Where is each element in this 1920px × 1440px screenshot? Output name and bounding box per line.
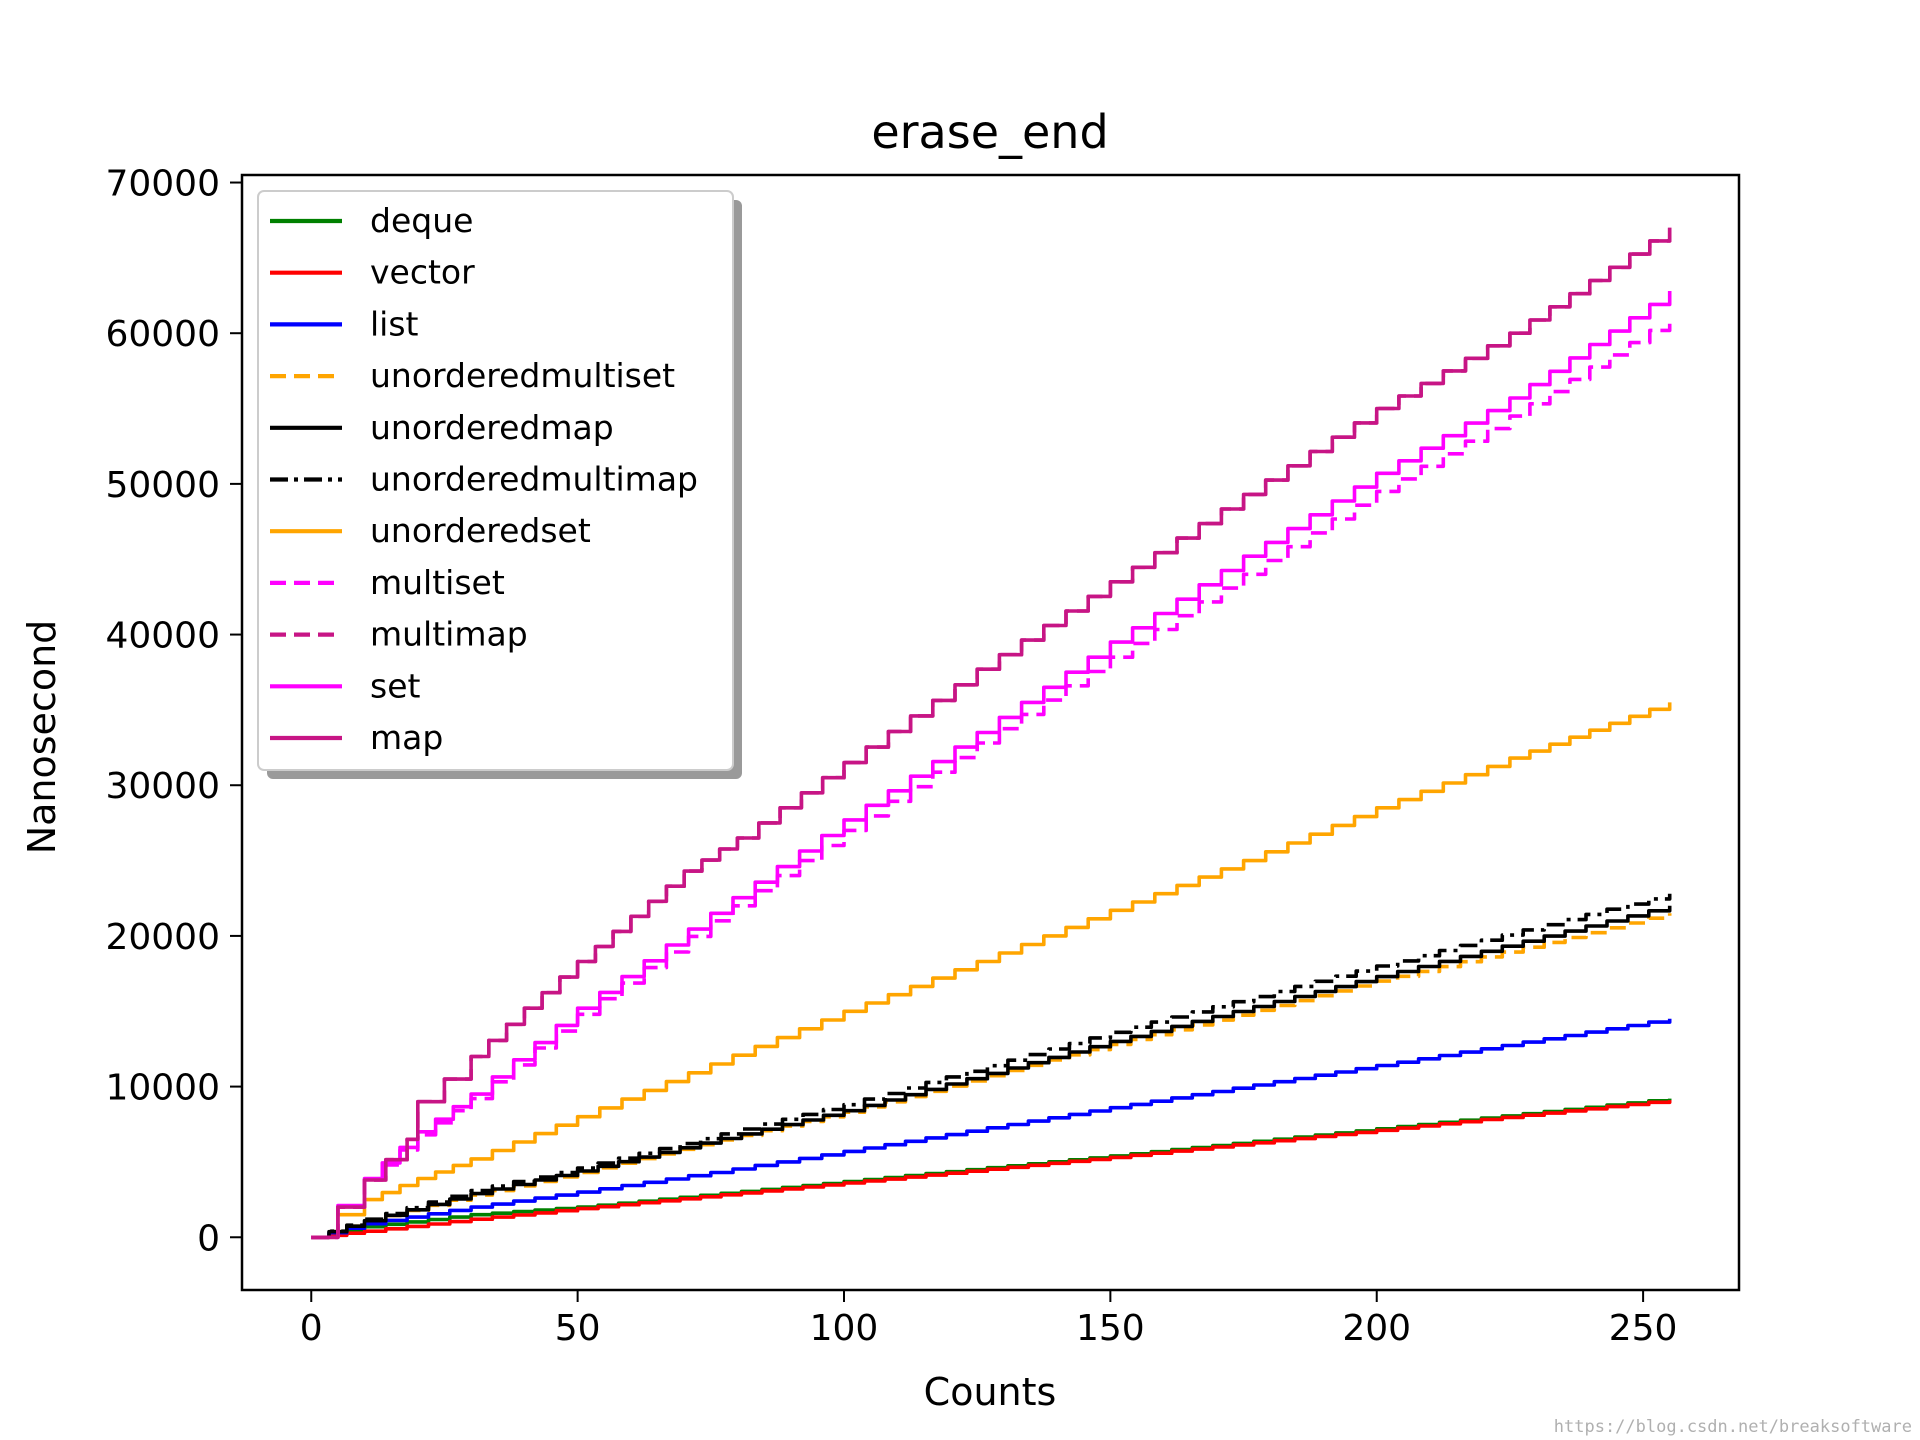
legend-box	[257, 190, 734, 771]
legend-label: multimap	[370, 615, 528, 654]
legend-item-set: set	[270, 666, 420, 705]
legend-label: multiset	[370, 563, 505, 602]
legend-item-unorderedset: unorderedset	[270, 511, 591, 550]
watermark: https://blog.csdn.net/breaksoftware	[1554, 1417, 1912, 1437]
legend-label: unorderedset	[370, 511, 591, 550]
series-line-set	[311, 291, 1672, 1240]
x-tick-label: 150	[1076, 1308, 1145, 1349]
y-tick-label: 20000	[105, 917, 220, 958]
legend-item-multimap: multimap	[270, 615, 528, 654]
legend-item-unorderedmultiset: unorderedmultiset	[270, 356, 675, 395]
series-layer	[311, 227, 1672, 1240]
legend-item-list: list	[270, 304, 419, 343]
series-line-vector	[311, 1100, 1672, 1240]
y-tick-label: 40000	[105, 616, 220, 657]
legend-label: unorderedmultiset	[370, 356, 675, 395]
series-line-unorderedset	[311, 702, 1672, 1240]
plot-frame	[240, 173, 1741, 1292]
legend-item-unorderedmultimap: unorderedmultimap	[270, 460, 698, 499]
x-tick-label: 250	[1609, 1308, 1678, 1349]
x-tick-label: 0	[300, 1308, 323, 1349]
legend-item-map: map	[270, 718, 443, 757]
legend-label: list	[370, 304, 419, 343]
x-tick-label: 50	[555, 1308, 601, 1349]
x-axis-title: Counts	[924, 1370, 1057, 1414]
y-tick-label: 60000	[105, 314, 220, 355]
y-axis: 0 10000 20000 30000 40000 50000 60000 70000	[105, 164, 242, 1259]
y-tick-label: 0	[197, 1218, 220, 1259]
series-line-map	[311, 227, 1672, 1240]
legend-label: vector	[370, 253, 475, 292]
series-line-unorderedmultimap	[311, 893, 1672, 1240]
legend-label: map	[370, 718, 443, 757]
legend-label: unorderedmultimap	[370, 460, 698, 499]
x-tick-label: 100	[810, 1308, 879, 1349]
legend-item-unorderedmap: unorderedmap	[270, 408, 614, 447]
y-axis-title: Nanosecond	[20, 620, 64, 855]
y-tick-label: 70000	[105, 164, 220, 205]
legend-label: deque	[370, 201, 473, 240]
y-tick-label: 50000	[105, 465, 220, 506]
legend-item-multiset: multiset	[270, 563, 505, 602]
series-line-multiset	[311, 318, 1672, 1240]
y-tick-label: 30000	[105, 766, 220, 807]
legend: deque vector list unorderedmultiset unordere…	[257, 190, 742, 779]
x-axis: 0 50 100 150 200 250	[300, 1290, 1678, 1349]
series-line-list	[311, 1018, 1672, 1240]
y-tick-label: 10000	[105, 1068, 220, 1109]
legend-items: deque vector list unorderedmultiset unordere…	[270, 201, 698, 757]
chart-title: erase_end	[871, 105, 1108, 159]
legend-item-deque: deque	[270, 201, 473, 240]
legend-item-vector: vector	[270, 253, 475, 292]
legend-label: unorderedmap	[370, 408, 614, 447]
legend-label: set	[370, 666, 420, 705]
x-tick-label: 200	[1342, 1308, 1411, 1349]
